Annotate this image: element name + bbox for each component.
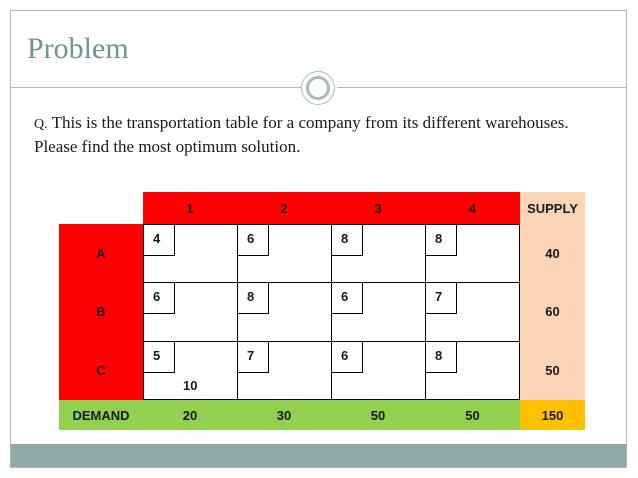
demand-label: DEMAND <box>72 407 130 423</box>
demand-band <box>59 400 520 430</box>
dest-header-1: 1 <box>186 200 194 216</box>
cost-b-4: 7 <box>426 283 457 314</box>
slide-title: Problem <box>27 32 129 65</box>
cell-c-3: 6 <box>331 341 426 400</box>
question-text: Q. This is the transportation table for … <box>34 112 594 158</box>
demand-2: 30 <box>276 407 292 423</box>
cost-c-4: 8 <box>426 342 457 373</box>
question-body: This is the transportation table for a c… <box>34 113 569 156</box>
dest-header-4: 4 <box>468 200 477 216</box>
cost-c-3: 6 <box>332 342 363 373</box>
cell-b-2: 8 <box>237 282 332 342</box>
dest-header-3: 3 <box>374 200 382 216</box>
cost-c-2: 7 <box>238 342 269 373</box>
source-label-a: A <box>96 245 106 261</box>
cell-b-1: 6 <box>143 282 238 342</box>
cell-a-1: 4 <box>143 224 238 283</box>
supply-a: 40 <box>545 245 560 261</box>
supply-header: SUPPLY <box>520 192 585 224</box>
cost-b-1: 6 <box>144 283 175 314</box>
divider-left <box>11 87 301 88</box>
source-label-b: B <box>96 304 106 319</box>
cost-a-3: 8 <box>332 225 363 256</box>
divider-ornament-ring-icon <box>306 76 330 100</box>
cost-b-2: 8 <box>238 283 269 314</box>
cell-a-2: 6 <box>237 224 332 283</box>
divider-right <box>337 87 626 88</box>
header-band <box>143 192 520 224</box>
cost-a-1: 4 <box>144 225 175 256</box>
supply-b: 60 <box>545 304 560 319</box>
cell-a-4: 8 <box>425 224 520 283</box>
question-prefix: Q. <box>34 117 48 132</box>
source-band <box>59 224 143 400</box>
cost-b-3: 6 <box>332 283 363 314</box>
supply-band <box>520 224 585 400</box>
cost-a-4: 8 <box>426 225 457 256</box>
demand-4: 50 <box>465 407 480 423</box>
cell-c-4: 8 <box>425 341 520 400</box>
allocation-c-1: 10 <box>183 378 198 393</box>
footer-bar <box>11 444 626 467</box>
dest-header-2: 2 <box>280 200 288 216</box>
cell-c-2: 7 <box>237 341 332 400</box>
slide-frame <box>10 10 627 468</box>
demand-1: 20 <box>182 407 198 423</box>
cost-c-1: 5 <box>144 342 175 373</box>
cost-a-2: 6 <box>238 225 269 256</box>
supply-c: 50 <box>545 363 560 378</box>
cell-b-4: 7 <box>425 282 520 342</box>
cell-b-3: 6 <box>331 282 426 342</box>
total-cell: 150 <box>520 400 585 430</box>
cell-c-1: 5 10 <box>143 341 238 400</box>
cell-a-3: 8 <box>331 224 426 283</box>
demand-3: 50 <box>370 407 386 423</box>
source-label-c: C <box>96 363 106 378</box>
